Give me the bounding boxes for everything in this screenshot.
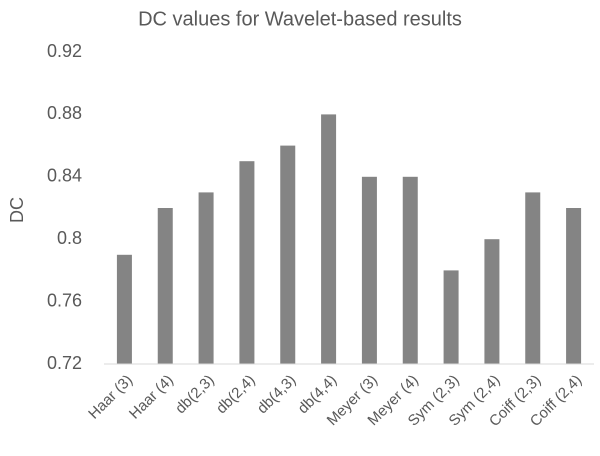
bar bbox=[116, 254, 132, 364]
bar bbox=[361, 176, 377, 364]
y-tick-label: 0.84 bbox=[47, 166, 82, 186]
y-tick-label: 0.88 bbox=[47, 103, 82, 123]
bar bbox=[239, 161, 255, 364]
bar bbox=[280, 145, 296, 364]
bar bbox=[402, 176, 418, 364]
x-tick-label: db(2,4) bbox=[213, 372, 259, 418]
bar bbox=[157, 208, 173, 364]
bar bbox=[198, 192, 214, 364]
x-tick-label: Haar (3) bbox=[85, 372, 136, 423]
x-tick-label: db(2,3) bbox=[172, 372, 218, 418]
x-tick-label: Haar (4) bbox=[126, 372, 177, 423]
y-tick-label: 0.76 bbox=[47, 290, 82, 310]
bar bbox=[484, 239, 500, 364]
y-tick-label: 0.72 bbox=[47, 353, 82, 373]
bar bbox=[566, 208, 582, 364]
bar bbox=[443, 270, 459, 364]
x-tick-label: db(4,3) bbox=[254, 372, 300, 418]
y-tick-label: 0.8 bbox=[57, 228, 82, 248]
bar bbox=[321, 114, 337, 365]
chart-title: DC values for Wavelet-based results bbox=[138, 8, 462, 30]
y-tick-label: 0.92 bbox=[47, 41, 82, 61]
bar bbox=[525, 192, 541, 364]
y-axis-label: DC bbox=[7, 197, 27, 223]
